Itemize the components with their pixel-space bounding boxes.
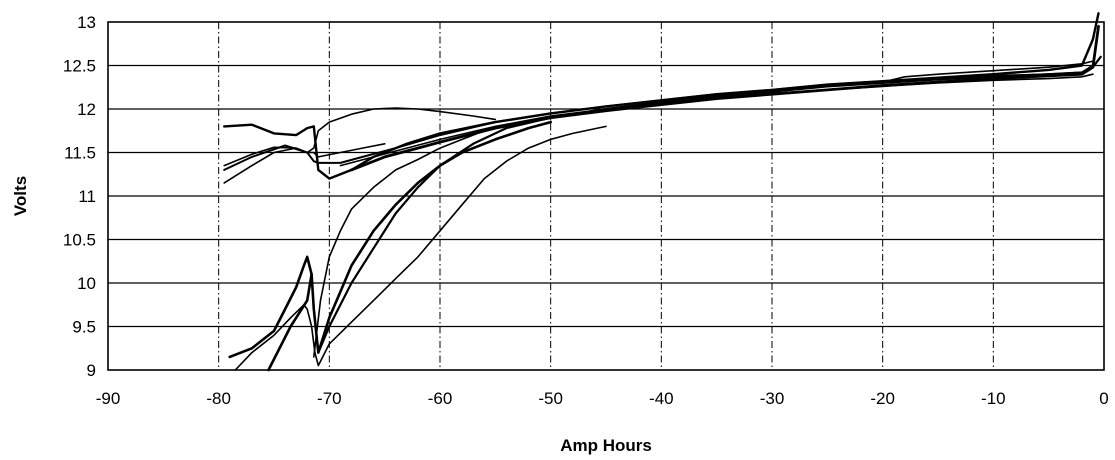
x-tick-label: -40 — [649, 389, 674, 408]
series-line-11 — [350, 25, 1100, 172]
x-axis-ticks: -90 -80 -70 -60 -50 -40 -30 -20 -10 0 — [96, 389, 1109, 408]
series-line-7 — [267, 120, 552, 372]
x-tick-label: -10 — [981, 389, 1006, 408]
y-tick-label: 10.5 — [63, 231, 96, 250]
x-tick-label: -90 — [96, 389, 121, 408]
y-tick-label: 13 — [77, 13, 96, 32]
y-axis-title: Volts — [11, 176, 30, 216]
y-tick-label: 10 — [77, 274, 96, 293]
y-tick-label: 9.5 — [72, 318, 96, 337]
series-line-12 — [605, 60, 1094, 110]
x-tick-label: -60 — [428, 389, 453, 408]
plot-lines — [223, 12, 1102, 372]
y-tick-label: 9 — [87, 361, 96, 380]
series-line-8 — [313, 130, 486, 358]
series-line-4 — [223, 143, 386, 184]
x-tick-label: -20 — [870, 389, 895, 408]
x-axis-title: Amp Hours — [560, 436, 652, 455]
x-tick-label: -50 — [538, 389, 563, 408]
plot-grid — [108, 22, 1104, 370]
y-axis-ticks: 9 9.5 10 10.5 11 11.5 12 12.5 13 — [63, 13, 96, 380]
x-tick-label: -30 — [760, 389, 785, 408]
series-line-5 — [228, 255, 313, 359]
x-tick-label: -80 — [206, 389, 231, 408]
y-tick-label: 12 — [77, 100, 96, 119]
series-line-9 — [317, 55, 1102, 354]
plot-frame — [107, 21, 1105, 371]
x-tick-label: 0 — [1099, 389, 1108, 408]
series-line-6 — [234, 125, 607, 371]
y-tick-label: 11.5 — [64, 144, 96, 163]
y-tick-label: 12.5 — [63, 57, 96, 76]
y-tick-label: 11 — [78, 187, 96, 206]
x-tick-label: -70 — [317, 389, 342, 408]
